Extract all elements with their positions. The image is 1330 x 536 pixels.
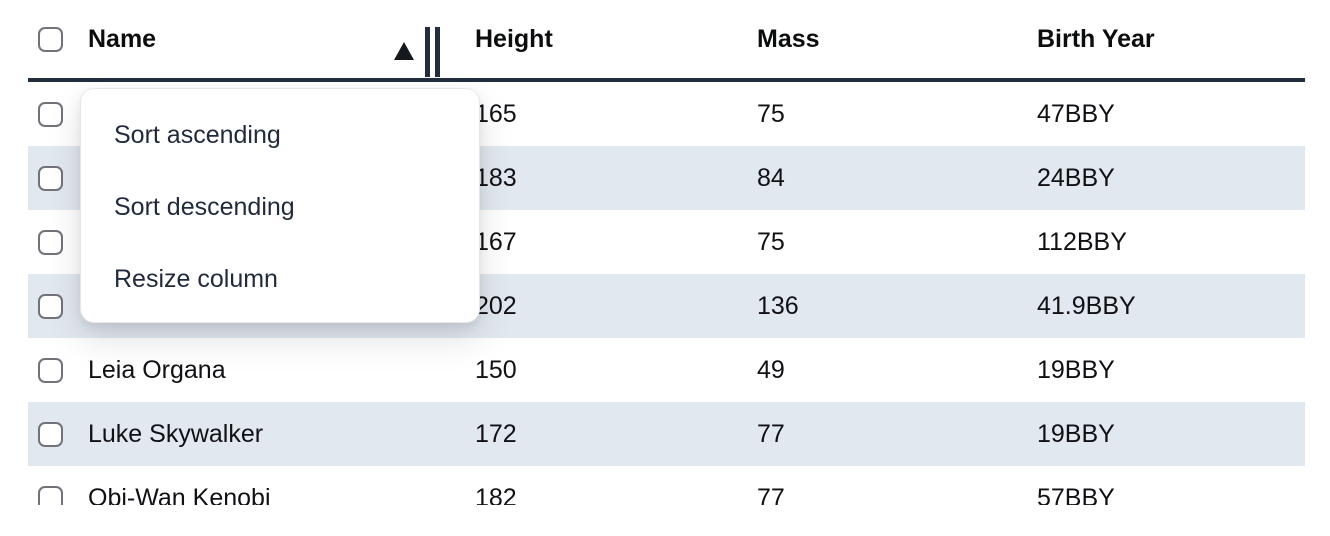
column-header-height-label: Height	[475, 24, 553, 53]
cell-mass: 77	[757, 483, 785, 506]
cell-birth-year: 19BBY	[1037, 419, 1115, 448]
cell-birth-year: 57BBY	[1037, 483, 1115, 506]
table-row[interactable]: Obi-Wan Kenobi 182 77 57BBY	[28, 466, 1305, 505]
row-checkbox[interactable]	[38, 485, 63, 505]
menu-item-sort-descending[interactable]: Sort descending	[114, 192, 295, 221]
cell-mass: 136	[757, 291, 799, 320]
cell-height: 167	[475, 227, 517, 256]
row-checkbox-cell	[28, 338, 88, 402]
row-checkbox-cell	[28, 82, 88, 146]
column-header-birth-year[interactable]: Birth Year	[1037, 0, 1305, 78]
column-context-menu: Sort ascending Sort descending Resize co…	[80, 88, 480, 323]
table-row[interactable]: Leia Organa 150 49 19BBY	[28, 338, 1305, 402]
cell-height: 150	[475, 355, 517, 384]
row-checkbox-cell	[28, 402, 88, 466]
cell-name: Leia Organa	[88, 355, 226, 384]
menu-item-sort-ascending[interactable]: Sort ascending	[114, 120, 281, 149]
cell-birth-year: 112BBY	[1037, 227, 1127, 256]
cell-mass: 75	[757, 227, 785, 256]
column-header-mass-label: Mass	[757, 24, 820, 53]
row-checkbox[interactable]	[38, 101, 63, 127]
column-resize-grip-icon[interactable]	[425, 27, 440, 77]
row-checkbox[interactable]	[38, 421, 63, 447]
cell-height: 202	[475, 291, 517, 320]
cell-birth-year: 47BBY	[1037, 99, 1115, 128]
row-checkbox-cell	[28, 274, 88, 338]
menu-item-resize-column[interactable]: Resize column	[114, 264, 278, 293]
table-header-row: Name Height Mass Birth Year	[28, 0, 1305, 82]
cell-birth-year: 19BBY	[1037, 355, 1115, 384]
cell-birth-year: 41.9BBY	[1037, 291, 1136, 320]
select-all-checkbox[interactable]	[38, 26, 63, 52]
cell-mass: 77	[757, 419, 785, 448]
row-checkbox[interactable]	[38, 357, 63, 383]
column-header-name[interactable]: Name	[88, 0, 475, 78]
column-header-height[interactable]: Height	[475, 0, 757, 78]
cell-mass: 84	[757, 163, 785, 192]
row-checkbox[interactable]	[38, 293, 63, 319]
grip-bar	[435, 27, 440, 77]
cell-name: Obi-Wan Kenobi	[88, 483, 271, 506]
cell-mass: 75	[757, 99, 785, 128]
table-row[interactable]: Luke Skywalker 172 77 19BBY	[28, 402, 1305, 466]
cell-height: 183	[475, 163, 517, 192]
column-header-birth-year-label: Birth Year	[1037, 24, 1155, 53]
grip-bar	[425, 27, 430, 77]
row-checkbox-cell	[28, 146, 88, 210]
row-checkbox-cell	[28, 210, 88, 274]
cell-name: Luke Skywalker	[88, 419, 264, 448]
cell-birth-year: 24BBY	[1037, 163, 1115, 192]
column-header-name-inner: Name	[88, 0, 475, 78]
cell-height: 182	[475, 483, 517, 506]
cell-height: 165	[475, 99, 517, 128]
row-checkbox[interactable]	[38, 229, 63, 255]
select-all-cell	[28, 0, 88, 78]
cell-mass: 49	[757, 355, 785, 384]
cell-height: 172	[475, 419, 517, 448]
sort-ascending-icon	[394, 42, 414, 60]
column-header-name-label: Name	[88, 24, 157, 53]
row-checkbox-cell	[28, 466, 88, 505]
row-checkbox[interactable]	[38, 165, 63, 191]
column-header-mass[interactable]: Mass	[757, 0, 1037, 78]
